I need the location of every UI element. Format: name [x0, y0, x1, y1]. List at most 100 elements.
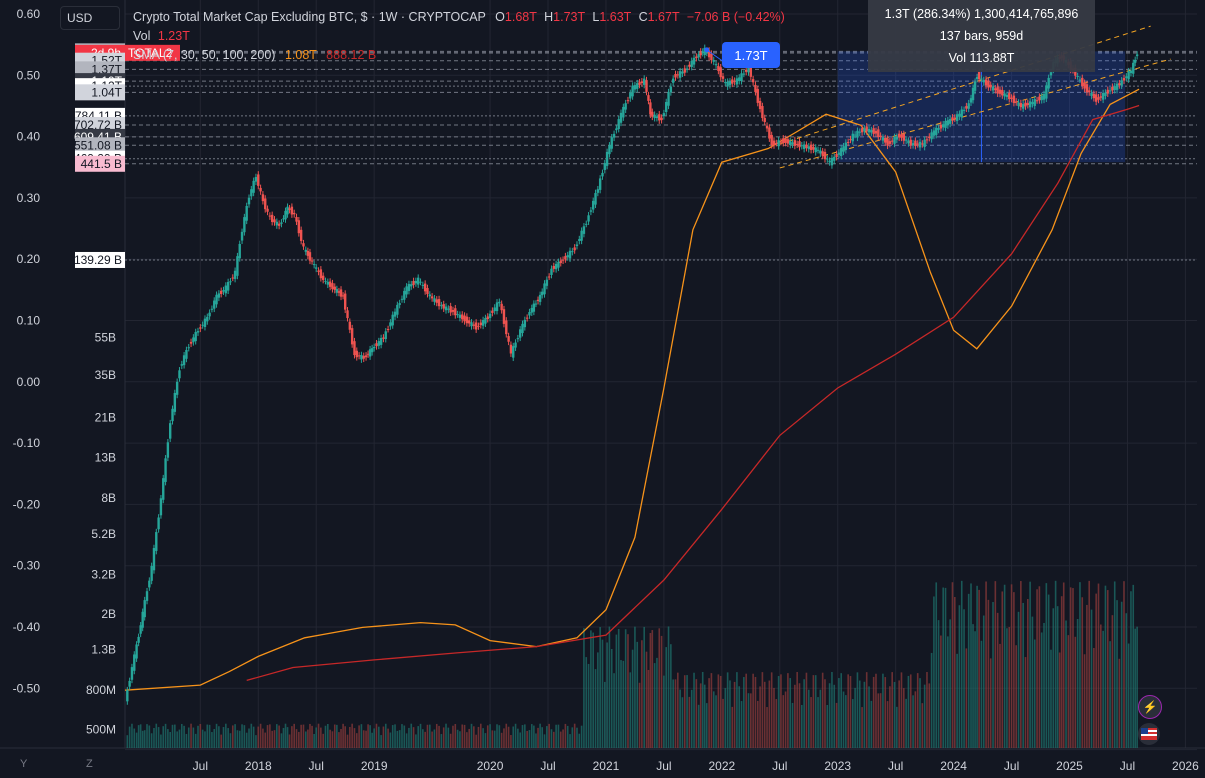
volume-bar	[475, 734, 477, 748]
candle-body	[754, 84, 757, 93]
volume-bar	[978, 589, 980, 748]
candle-body	[386, 329, 390, 331]
candle-body	[1010, 97, 1013, 99]
volume-bar	[852, 699, 854, 748]
lightning-icon[interactable]: ⚡	[1138, 695, 1162, 719]
candle-body	[573, 247, 576, 251]
candle-body	[830, 157, 834, 166]
currency-button[interactable]: USD	[60, 6, 120, 30]
candle-body	[203, 318, 207, 328]
volume-bar	[647, 669, 650, 748]
candle-body	[580, 230, 583, 241]
volume-bar	[1045, 583, 1048, 748]
candle-body	[463, 315, 466, 322]
volume-bar	[227, 728, 229, 748]
candle-body	[240, 231, 244, 241]
candle-body	[665, 101, 668, 113]
left-axis-tick: 0.60	[17, 7, 41, 21]
candle-body	[162, 478, 165, 500]
volume-bar	[838, 678, 840, 748]
candle-body	[812, 146, 815, 150]
volume-bar	[351, 723, 353, 748]
volume-bar	[627, 634, 629, 748]
volume-bar	[304, 731, 307, 748]
candle-body	[858, 131, 861, 133]
candle-body	[1092, 93, 1096, 99]
volume-bar	[466, 732, 468, 748]
volume-bar	[663, 675, 665, 748]
candle-body	[148, 580, 151, 588]
time-axis-tick: 2026	[1172, 759, 1199, 773]
price-badges: 1.7T2d 9hTOTAL21.52T1.37T1.19T1.12T1.04T…	[74, 43, 180, 268]
candle-body	[206, 316, 209, 322]
candle-body	[1017, 102, 1020, 106]
volume-bar	[940, 635, 942, 748]
volume-bar	[155, 723, 158, 748]
y-axis-button[interactable]: Y	[20, 758, 28, 770]
candle-body	[507, 336, 510, 342]
candle-body	[467, 320, 471, 324]
chart-title: Crypto Total Market Cap Excluding BTC, $…	[133, 10, 486, 24]
time-axis: Jul 2018 Jul 2019 2020 Jul 2021 Jul 2022 Jul 2023 J…	[193, 759, 1199, 773]
volume-bar	[185, 733, 188, 748]
candle-body	[1113, 86, 1116, 91]
candle-body	[231, 277, 234, 279]
candle-body	[368, 349, 372, 357]
volume-bar	[519, 732, 521, 748]
volume-bar	[681, 697, 684, 748]
time-axis-tick: Jul	[888, 759, 903, 773]
volume-bar	[1083, 654, 1086, 748]
volume-bar	[410, 723, 413, 748]
volume-bar	[512, 726, 515, 748]
volume-bar	[1065, 620, 1067, 748]
candle-body	[998, 89, 1002, 94]
volume-bar	[1104, 585, 1107, 748]
volume-bar	[819, 689, 822, 748]
volume-bar	[259, 723, 262, 748]
candle-body	[1035, 100, 1039, 102]
price-axis: 0.60 0.50 0.40 0.30 0.20 0.10 0.00 -0.10 -0.20 -0…	[13, 7, 117, 736]
time-axis-tick: 2025	[1056, 759, 1083, 773]
volume-bar	[775, 699, 778, 748]
volume-bar	[378, 726, 380, 748]
z-axis-button[interactable]: Z	[86, 758, 93, 770]
volume-bar	[601, 639, 604, 748]
volume-bar	[937, 620, 940, 748]
candle-body	[250, 189, 253, 197]
candle-body	[1028, 101, 1032, 108]
volume-bar	[1111, 615, 1114, 748]
volume-bar	[248, 728, 250, 748]
volume-bar	[146, 724, 148, 748]
candle-body	[916, 143, 919, 145]
candle-body	[701, 51, 704, 54]
candle-body	[907, 140, 910, 144]
vol-value: 1.23T	[157, 29, 190, 43]
candle-body	[362, 355, 365, 359]
candle-body	[523, 319, 527, 328]
candle-body	[458, 314, 462, 318]
volume-bar	[999, 643, 1001, 748]
volume-bar	[875, 673, 877, 748]
candle-body	[568, 250, 572, 259]
candle-body	[379, 337, 383, 345]
volume-bar	[919, 678, 921, 748]
volume-bar	[902, 688, 905, 748]
candle-body	[449, 306, 452, 313]
candle-body	[699, 51, 702, 56]
candle-body	[389, 322, 392, 327]
flag-icon[interactable]	[1138, 723, 1160, 745]
candle-body	[366, 353, 370, 355]
candle-body	[904, 139, 908, 141]
volume-bar	[893, 681, 896, 748]
volume-bar	[842, 691, 845, 748]
volume-bar	[773, 687, 775, 748]
currency-label: USD	[67, 11, 93, 25]
volume-bar	[329, 729, 331, 748]
candle-body	[252, 180, 255, 193]
volume-bar	[322, 733, 324, 748]
price-badge-bg	[75, 251, 125, 268]
price-badge-text: 1.04T	[91, 85, 122, 99]
candle-body	[552, 266, 555, 269]
volume-bar	[847, 674, 849, 748]
